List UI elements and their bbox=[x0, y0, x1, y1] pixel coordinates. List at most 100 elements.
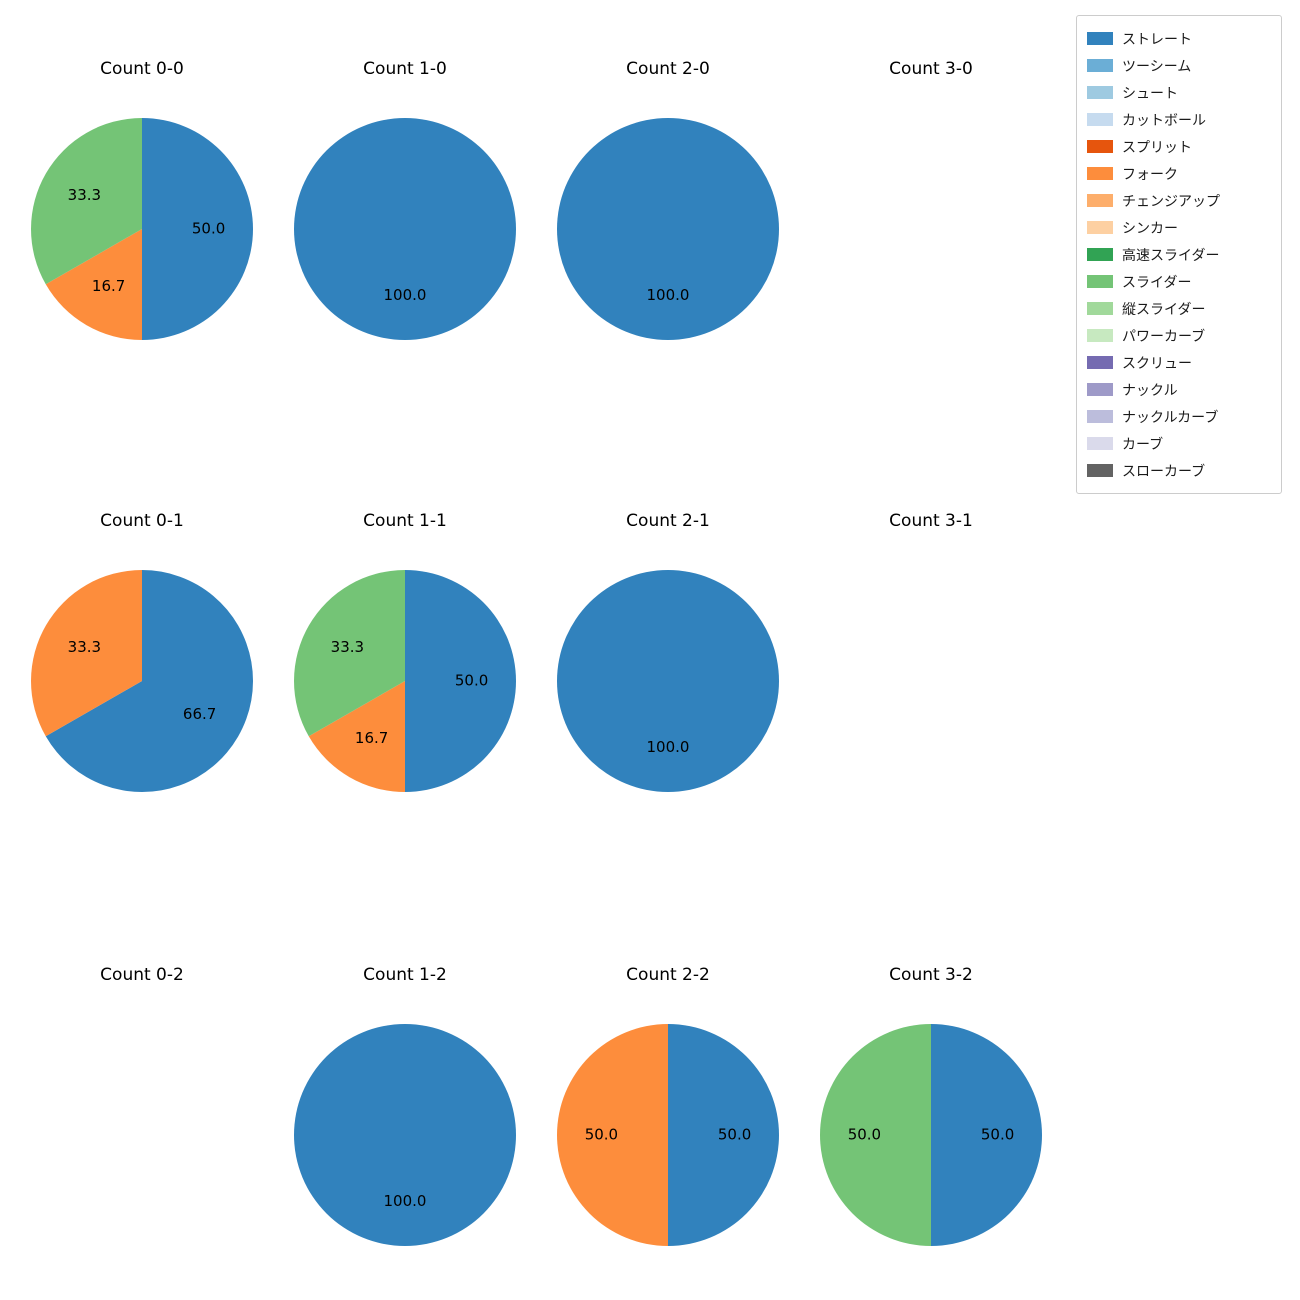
slice-percent-label: 33.3 bbox=[68, 638, 101, 656]
legend-swatch-icon bbox=[1087, 86, 1113, 99]
chart-title: Count 2-1 bbox=[626, 511, 710, 531]
chart-title: Count 1-0 bbox=[363, 59, 447, 79]
pie-slice bbox=[45, 229, 143, 340]
legend-label: ストレート bbox=[1122, 31, 1192, 48]
chart-title: Count 3-0 bbox=[889, 59, 973, 79]
legend-item: スプリット bbox=[1087, 133, 1271, 160]
legend-item: ナックル bbox=[1087, 376, 1271, 403]
legend-label: チェンジアップ bbox=[1122, 193, 1220, 210]
slice-percent-label: 50.0 bbox=[848, 1126, 881, 1144]
chart-cell-count-2-2: Count 2-2 50.0 50.0 bbox=[538, 955, 798, 1300]
pie-slice bbox=[142, 118, 253, 340]
legend-label: カーブ bbox=[1122, 436, 1164, 453]
legend-swatch-icon bbox=[1087, 140, 1113, 153]
pie-chart-count-0-2 bbox=[12, 1005, 272, 1265]
chart-cell-count-1-2: Count 1-2 100.0 bbox=[275, 955, 535, 1300]
chart-title: Count 0-0 bbox=[100, 59, 184, 79]
slice-percent-label: 16.7 bbox=[355, 729, 388, 747]
slice-percent-label: 33.3 bbox=[68, 186, 101, 204]
chart-title: Count 2-2 bbox=[626, 965, 710, 985]
legend-item: チェンジアップ bbox=[1087, 187, 1271, 214]
chart-title: Count 0-2 bbox=[100, 965, 184, 985]
pie-slice bbox=[31, 118, 142, 285]
legend-item: シンカー bbox=[1087, 214, 1271, 241]
legend-item: 縦スライダー bbox=[1087, 295, 1271, 322]
legend-swatch-icon bbox=[1087, 248, 1113, 261]
pie-chart-count-0-0: 50.0 16.7 33.3 bbox=[31, 118, 253, 340]
legend-item: スローカーブ bbox=[1087, 457, 1271, 484]
legend-swatch-icon bbox=[1087, 167, 1113, 180]
legend-swatch-icon bbox=[1087, 32, 1113, 45]
legend-label: シンカー bbox=[1122, 220, 1178, 237]
chart-cell-count-1-0: Count 1-0 100.0 bbox=[275, 49, 535, 419]
pie-slice bbox=[294, 118, 516, 340]
chart-title: Count 2-0 bbox=[626, 59, 710, 79]
pie-chart-count-1-2: 100.0 bbox=[294, 1024, 516, 1246]
legend-label: ツーシーム bbox=[1122, 58, 1192, 75]
chart-title: Count 3-2 bbox=[889, 965, 973, 985]
pie-slice bbox=[820, 1024, 931, 1246]
chart-cell-count-3-0: Count 3-0 bbox=[801, 49, 1061, 419]
slice-percent-label: 16.7 bbox=[92, 277, 125, 295]
slice-percent-label: 100.0 bbox=[384, 1192, 427, 1210]
legend-item: ツーシーム bbox=[1087, 52, 1271, 79]
chart-cell-count-3-2: Count 3-2 50.0 50.0 bbox=[801, 955, 1061, 1300]
legend-label: ナックルカーブ bbox=[1122, 409, 1219, 426]
legend-item: カットボール bbox=[1087, 106, 1271, 133]
slice-percent-label: 50.0 bbox=[455, 672, 488, 690]
pie-slice bbox=[405, 570, 516, 792]
chart-cell-count-3-1: Count 3-1 bbox=[801, 501, 1061, 871]
legend-swatch-icon bbox=[1087, 383, 1113, 396]
chart-title: Count 0-1 bbox=[100, 511, 184, 531]
legend-swatch-icon bbox=[1087, 356, 1113, 369]
legend-label: フォーク bbox=[1122, 166, 1178, 183]
legend-label: 縦スライダー bbox=[1122, 301, 1206, 318]
chart-cell-count-1-1: Count 1-1 50.0 16.7 33.3 bbox=[275, 501, 535, 871]
legend-item: スクリュー bbox=[1087, 349, 1271, 376]
chart-cell-count-2-1: Count 2-1 100.0 bbox=[538, 501, 798, 871]
slice-percent-label: 50.0 bbox=[981, 1126, 1014, 1144]
pie-chart-count-3-0 bbox=[801, 99, 1061, 359]
legend-item: カーブ bbox=[1087, 430, 1271, 457]
pie-slice bbox=[308, 681, 405, 792]
legend-swatch-icon bbox=[1087, 275, 1113, 288]
pie-slice bbox=[557, 570, 779, 792]
chart-title: Count 1-1 bbox=[363, 511, 447, 531]
legend-label: 高速スライダー bbox=[1122, 247, 1220, 264]
slice-percent-label: 33.3 bbox=[331, 638, 364, 656]
legend-label: シュート bbox=[1122, 85, 1178, 102]
chart-title: Count 3-1 bbox=[889, 511, 973, 531]
pie-chart-count-1-0: 100.0 bbox=[294, 118, 516, 340]
legend-swatch-icon bbox=[1087, 302, 1113, 315]
legend-item: 高速スライダー bbox=[1087, 241, 1271, 268]
slice-percent-label: 50.0 bbox=[192, 220, 225, 238]
legend-swatch-icon bbox=[1087, 194, 1113, 207]
slice-percent-label: 100.0 bbox=[647, 738, 690, 756]
pie-chart-count-3-1 bbox=[801, 551, 1061, 811]
legend-item: スライダー bbox=[1087, 268, 1271, 295]
pie-chart-count-2-1: 100.0 bbox=[557, 570, 779, 792]
pie-chart-count-2-0: 100.0 bbox=[557, 118, 779, 340]
legend-label: スライダー bbox=[1122, 274, 1192, 291]
pie-chart-count-1-1: 50.0 16.7 33.3 bbox=[294, 570, 516, 792]
legend-swatch-icon bbox=[1087, 329, 1113, 342]
legend-label: スクリュー bbox=[1122, 355, 1192, 372]
legend-swatch-icon bbox=[1087, 221, 1113, 234]
legend-label: ナックル bbox=[1122, 382, 1178, 399]
legend-swatch-icon bbox=[1087, 59, 1113, 72]
legend-label: パワーカーブ bbox=[1122, 328, 1206, 345]
pie-chart-count-0-1: 66.7 33.3 bbox=[31, 570, 254, 792]
chart-cell-count-0-0: Count 0-0 50.0 16.7 33.3 bbox=[12, 49, 272, 419]
pie-slice bbox=[31, 570, 142, 737]
legend-item: フォーク bbox=[1087, 160, 1271, 187]
slice-percent-label: 50.0 bbox=[585, 1126, 618, 1144]
slice-percent-label: 66.7 bbox=[183, 705, 216, 723]
chart-cell-count-0-2: Count 0-2 bbox=[12, 955, 272, 1300]
chart-cell-count-0-1: Count 0-1 66.7 33.3 bbox=[12, 501, 272, 871]
pie-slice bbox=[668, 1024, 779, 1246]
pie-slice bbox=[294, 570, 405, 737]
pie-slice bbox=[45, 570, 254, 792]
legend-swatch-icon bbox=[1087, 410, 1113, 423]
legend-label: スローカーブ bbox=[1122, 463, 1206, 480]
